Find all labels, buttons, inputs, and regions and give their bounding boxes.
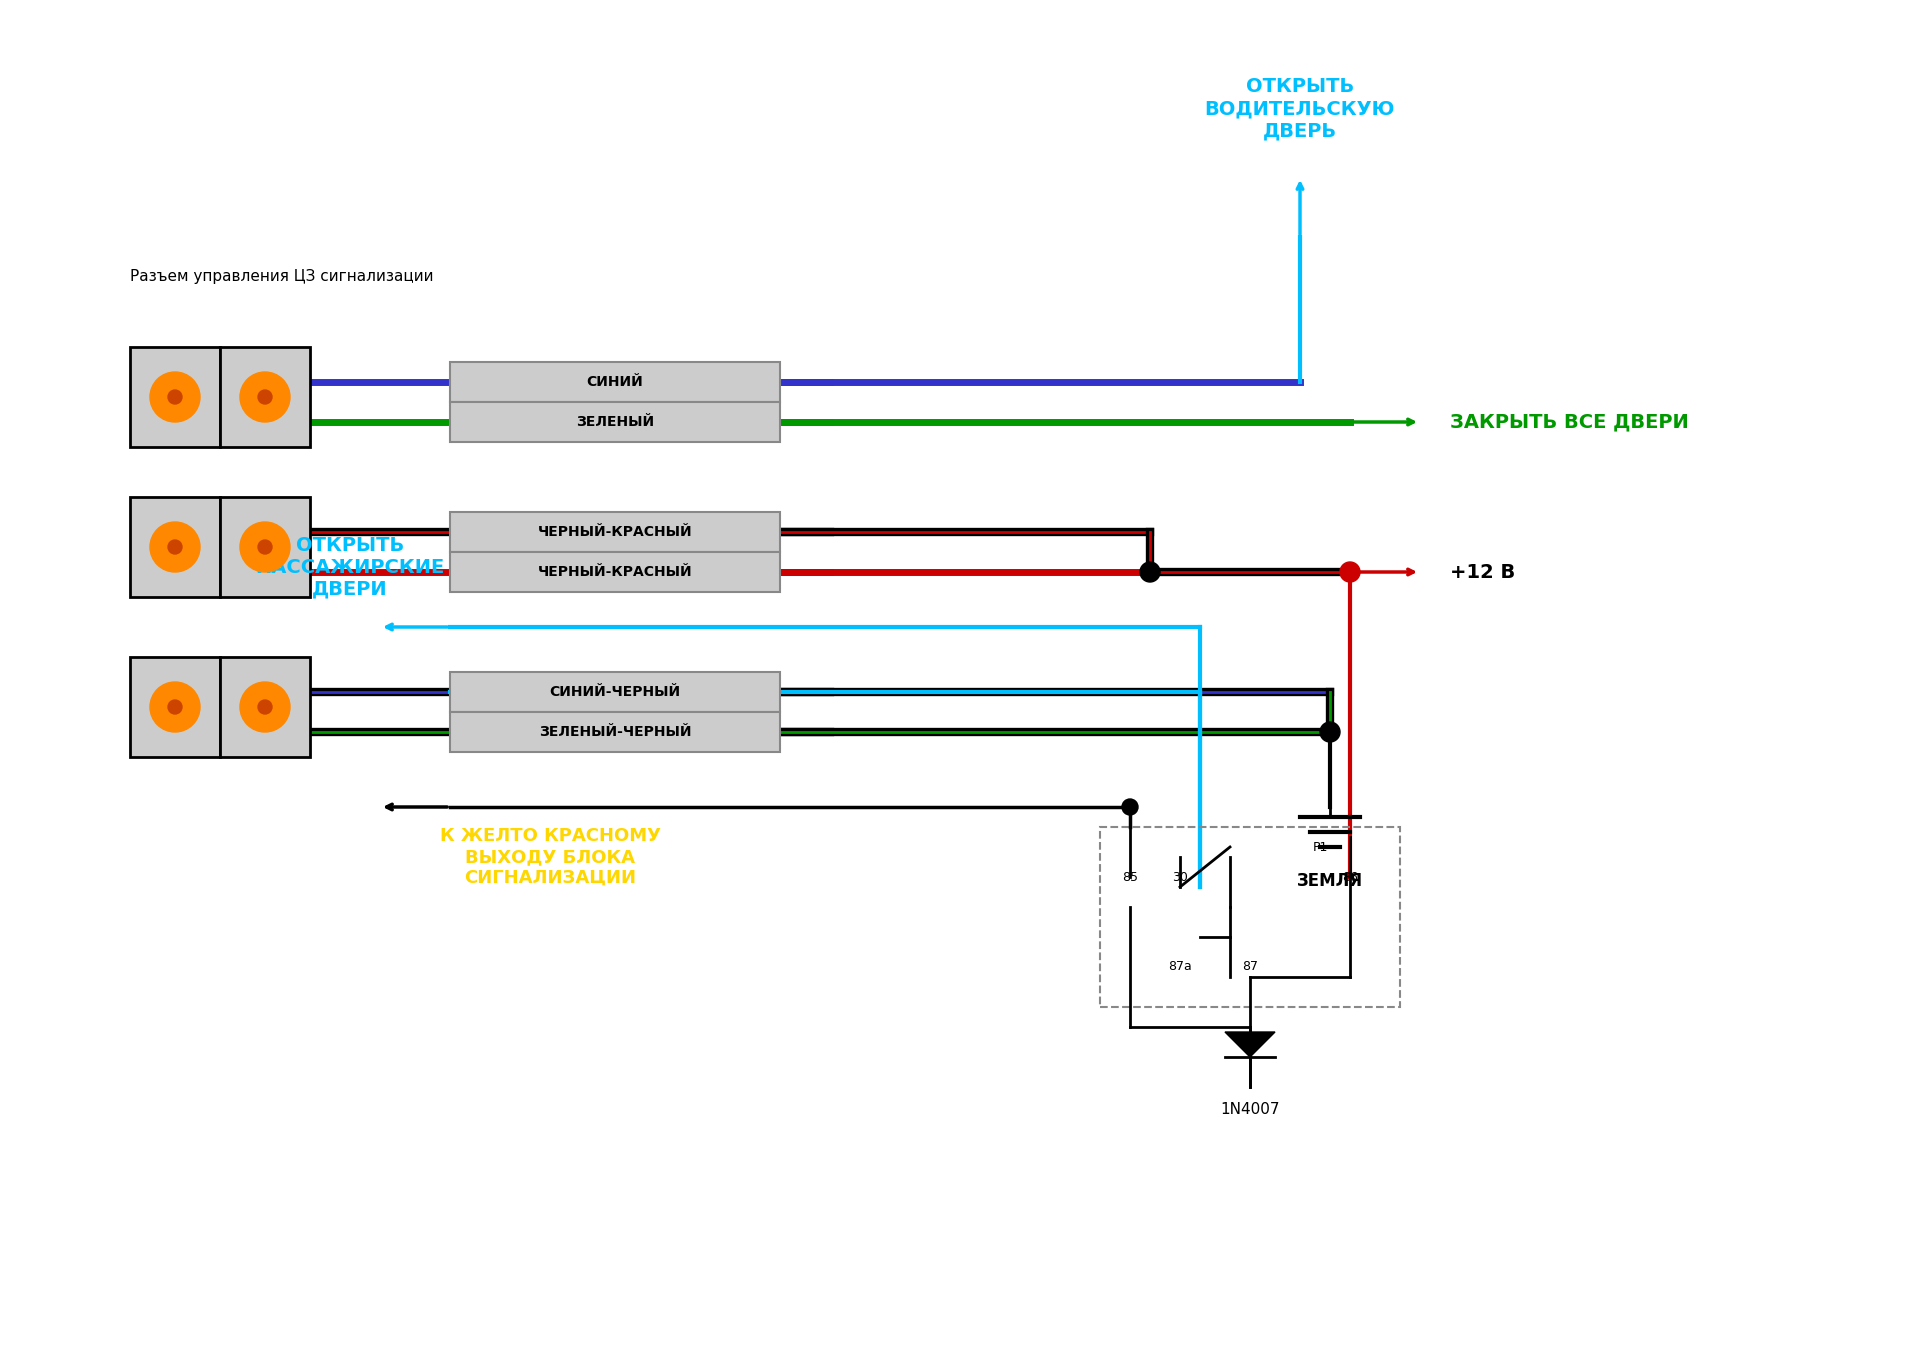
- Bar: [131, 657, 221, 757]
- Text: 30: 30: [1171, 870, 1188, 883]
- Bar: [221, 347, 309, 446]
- Circle shape: [257, 389, 273, 404]
- Circle shape: [240, 372, 290, 422]
- Circle shape: [257, 700, 273, 714]
- Text: ЧЕРНЫЙ-КРАСНЫЙ: ЧЕРНЫЙ-КРАСНЫЙ: [538, 525, 693, 539]
- Text: ОТКРЫТЬ
ВОДИТЕЛЬСКУЮ
ДВЕРЬ: ОТКРЫТЬ ВОДИТЕЛЬСКУЮ ДВЕРЬ: [1204, 77, 1396, 140]
- Circle shape: [1140, 562, 1160, 582]
- Bar: [1100, 826, 1400, 1007]
- Circle shape: [150, 372, 200, 422]
- Text: 86: 86: [1342, 870, 1357, 883]
- Circle shape: [240, 522, 290, 573]
- Text: ЗАКРЫТЬ ВСЕ ДВЕРИ: ЗАКРЫТЬ ВСЕ ДВЕРИ: [1450, 413, 1690, 432]
- Text: 85: 85: [1121, 870, 1139, 883]
- Bar: [221, 497, 309, 597]
- Text: ОТКРЫТЬ
ПАССАЖИРСКИЕ
ДВЕРИ: ОТКРЫТЬ ПАССАЖИРСКИЕ ДВЕРИ: [255, 536, 445, 598]
- Text: ЧЕРНЫЙ-КРАСНЫЙ: ЧЕРНЫЙ-КРАСНЫЙ: [538, 565, 693, 579]
- Text: 87: 87: [1242, 961, 1258, 973]
- Circle shape: [150, 683, 200, 731]
- Bar: [449, 362, 780, 402]
- Text: +12 В: +12 В: [1450, 563, 1515, 582]
- Circle shape: [169, 700, 182, 714]
- Text: К ЖЕЛТО КРАСНОМУ
ВЫХОДУ БЛОКА
СИГНАЛИЗАЦИИ: К ЖЕЛТО КРАСНОМУ ВЫХОДУ БЛОКА СИГНАЛИЗАЦ…: [440, 828, 660, 887]
- Bar: [449, 402, 780, 442]
- Circle shape: [1340, 562, 1359, 582]
- Circle shape: [240, 683, 290, 731]
- Circle shape: [1121, 799, 1139, 816]
- Bar: [131, 347, 221, 446]
- Bar: [449, 512, 780, 552]
- Circle shape: [1321, 722, 1340, 742]
- Text: СИНИЙ-ЧЕРНЫЙ: СИНИЙ-ЧЕРНЫЙ: [549, 685, 680, 699]
- Circle shape: [150, 522, 200, 573]
- Bar: [449, 712, 780, 752]
- Bar: [221, 657, 309, 757]
- Bar: [449, 552, 780, 592]
- Polygon shape: [1225, 1033, 1275, 1057]
- Text: ЗЕМЛЯ: ЗЕМЛЯ: [1296, 873, 1363, 890]
- Bar: [449, 672, 780, 712]
- Circle shape: [169, 540, 182, 554]
- Text: Разъем управления ЦЗ сигнализации: Разъем управления ЦЗ сигнализации: [131, 270, 434, 285]
- Circle shape: [257, 540, 273, 554]
- Bar: [131, 497, 221, 597]
- Text: 87a: 87a: [1167, 961, 1192, 973]
- Text: 1N4007: 1N4007: [1221, 1102, 1281, 1117]
- Text: ЗЕЛЕНЫЙ-ЧЕРНЫЙ: ЗЕЛЕНЫЙ-ЧЕРНЫЙ: [540, 725, 691, 740]
- Circle shape: [169, 389, 182, 404]
- Text: СИНИЙ: СИНИЙ: [588, 375, 643, 389]
- Text: P1: P1: [1311, 840, 1329, 854]
- Text: ЗЕЛЕНЫЙ: ЗЕЛЕНЫЙ: [576, 415, 655, 429]
